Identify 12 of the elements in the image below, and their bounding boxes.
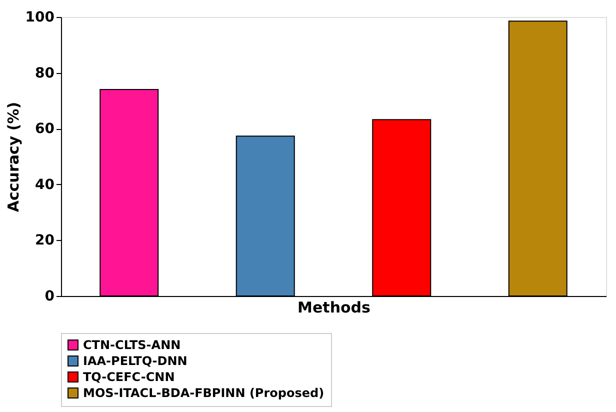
y-tick-label: 0: [44, 288, 55, 304]
y-tick-label: 40: [35, 176, 55, 193]
y-tick-label: 80: [35, 65, 55, 82]
legend-label: TQ-CEFC-CNN: [83, 370, 175, 384]
y-tick-label: 100: [25, 10, 55, 26]
y-axis-title: Accuracy (%): [4, 102, 22, 212]
legend-label: MOS-ITACL-BDA-FBPINN (Proposed): [83, 386, 324, 400]
x-axis-title: Methods: [298, 298, 371, 316]
y-tick-label: 20: [35, 232, 55, 249]
legend-label: CTN-CLTS-ANN: [83, 338, 181, 352]
y-tick-label: 60: [35, 121, 55, 138]
legend-label: IAA-PELTQ-DNN: [83, 354, 188, 368]
